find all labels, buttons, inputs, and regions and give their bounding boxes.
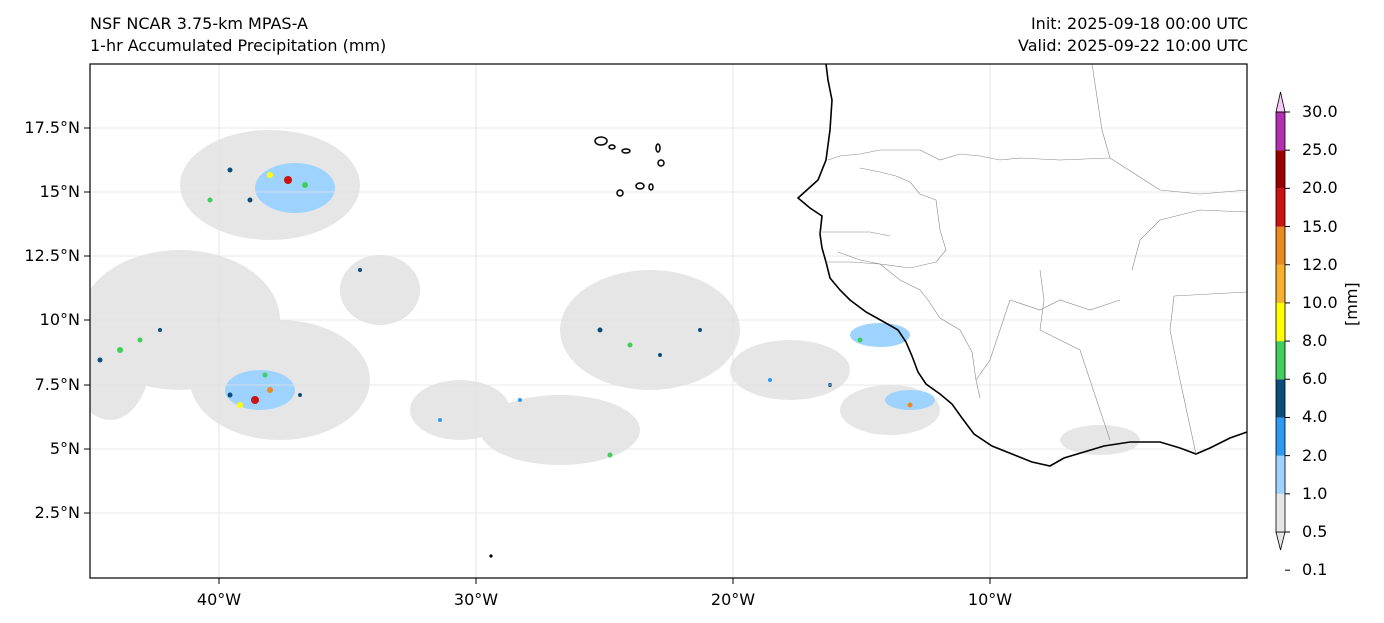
valid-time: Valid: 2025-09-22 10:00 UTC	[1017, 36, 1248, 55]
colorbar-tick-label: 2.0	[1302, 445, 1328, 465]
x-tick-label: 30°W	[453, 590, 499, 609]
y-tick-label: 12.5°N	[24, 246, 80, 265]
y-tick-label: 5°N	[49, 439, 80, 458]
graticule	[90, 64, 1247, 578]
colorbar-tick-label: 25.0	[1302, 140, 1338, 160]
colorbar-unit-label: [mm]	[1342, 282, 1361, 326]
colorbar-tick-label: 6.0	[1302, 369, 1328, 389]
map-frame	[89, 63, 1248, 579]
colorbar-tick-label: 20.0	[1302, 178, 1338, 198]
colorbar-segment	[1276, 379, 1285, 418]
country-borders	[818, 64, 1247, 455]
colorbar-segment	[1276, 188, 1285, 227]
colorbar-segment	[1276, 264, 1285, 303]
colorbar-frame	[1275, 111, 1286, 533]
colorbar-segment	[1276, 493, 1285, 532]
colorbar-extend-max	[1275, 91, 1286, 113]
precip-cells	[97, 167, 913, 458]
colorbar-segment	[1276, 455, 1285, 494]
colorbar-tick-label: 0.1	[1302, 560, 1328, 580]
colorbar-tick-label: 4.0	[1302, 407, 1328, 427]
field-title: 1-hr Accumulated Precipitation (mm)	[90, 36, 387, 55]
x-tick-label: 10°W	[967, 590, 1013, 609]
colorbar-segment	[1276, 112, 1285, 151]
x-tick-label: 40°W	[196, 590, 242, 609]
colorbar-tick-label: 0.5	[1302, 522, 1328, 541]
colorbar-segment	[1276, 341, 1285, 380]
colorbar-segment	[1276, 302, 1285, 342]
y-tick-label: 17.5°N	[24, 118, 80, 137]
colorbar-segment	[1276, 226, 1285, 265]
y-tick-label: 7.5°N	[34, 375, 80, 394]
init-time: Init: 2025-09-18 00:00 UTC	[1030, 14, 1248, 33]
model-title: NSF NCAR 3.75-km MPAS-A	[90, 14, 308, 33]
colorbar-tick-label: 30.0	[1302, 102, 1338, 121]
colorbar	[1275, 91, 1290, 571]
colorbar-segment	[1276, 417, 1285, 456]
y-tick-label: 10°N	[39, 310, 80, 329]
island-dot	[489, 554, 493, 558]
colorbar-extend-min	[1275, 531, 1286, 551]
map-content	[90, 64, 1247, 578]
colorbar-tick-label: 1.0	[1302, 483, 1328, 503]
y-tick-label: 2.5°N	[34, 503, 80, 522]
cape-verde-islands	[594, 136, 665, 197]
x-tick-label: 20°W	[710, 590, 756, 609]
colorbar-segment	[1276, 150, 1285, 189]
colorbar-tick-label: 8.0	[1302, 331, 1328, 351]
africa-coastline	[796, 64, 1247, 467]
axis-ticks	[84, 127, 991, 584]
colorbar-tick-label: 15.0	[1302, 216, 1338, 236]
colorbar-tick-label: 12.0	[1302, 254, 1338, 274]
colorbar-tick-label: 10.0	[1302, 292, 1338, 312]
y-tick-label: 15°N	[39, 182, 80, 201]
